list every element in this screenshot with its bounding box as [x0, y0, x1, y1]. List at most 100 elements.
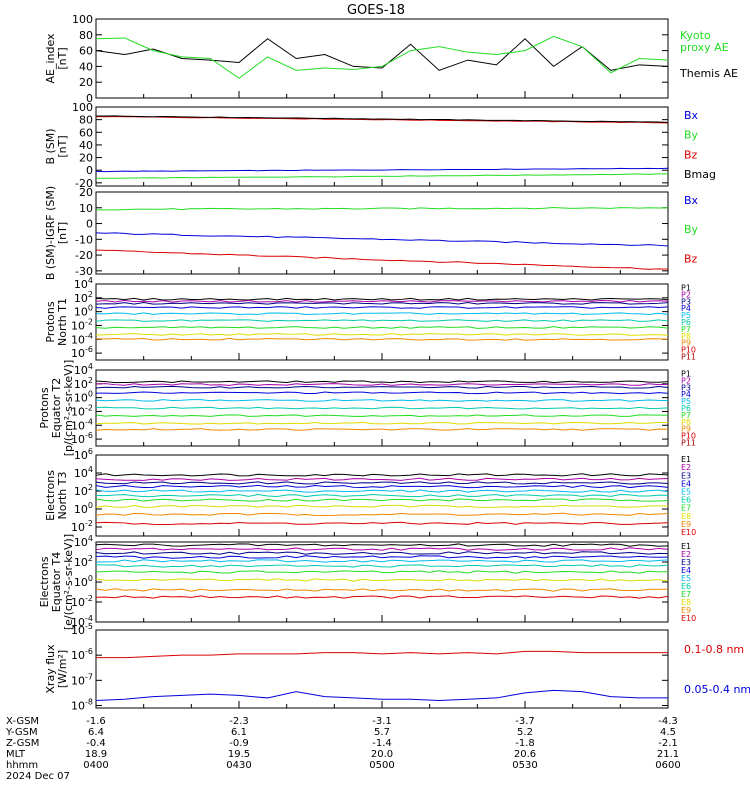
y-tick-exponent: 2	[88, 554, 93, 563]
y-tick-label: 0	[86, 92, 93, 105]
y-tick-label: 100	[74, 574, 93, 589]
series-line-0.1-0.8 nm	[96, 650, 668, 659]
channel-label: P7	[681, 325, 691, 334]
y-tick-exponent: 2	[88, 483, 93, 492]
legend-entry: Bz	[684, 148, 698, 161]
channel-line-e6	[95, 564, 669, 568]
orbit-value: 5.7	[374, 727, 390, 738]
legend-entry: By	[684, 223, 699, 236]
orbit-row-label: MLT	[6, 749, 26, 760]
legend-entry: Kyoto proxy AE	[680, 29, 729, 54]
channel-label: P1	[681, 283, 691, 292]
channel-label: E1	[681, 455, 691, 464]
y-tick-exponent: 4	[88, 276, 93, 285]
channel-label: P8	[681, 418, 691, 427]
channel-label: E10	[681, 528, 696, 537]
y-tick-label: 80	[79, 114, 93, 127]
channel-line-e2	[95, 477, 669, 481]
channel-line-e5	[95, 559, 669, 563]
y-tick-label: 20	[79, 152, 93, 165]
panel-frame	[95, 629, 669, 709]
channel-label: E9	[681, 520, 691, 529]
channel-line-e3	[95, 481, 669, 485]
y-axis-label: Xray flux[W/m²]	[44, 644, 69, 694]
y-axis-label: AE_index[nT]	[44, 33, 69, 84]
orbit-value: 6.4	[88, 727, 104, 738]
channel-line-e2	[95, 547, 669, 551]
channel-label: E9	[681, 606, 691, 615]
y-axis-label: ProtonsEquator T2[p/(cm²-s-sr-keV)]	[38, 360, 75, 457]
y-tick-exponent: -2	[85, 519, 93, 528]
y-axis-label-line: AE_index	[44, 33, 57, 84]
y-tick-label: 104	[74, 362, 93, 377]
channel-line-p6	[95, 319, 669, 322]
channel-label: E1	[681, 542, 691, 551]
orbit-value: 6.1	[231, 727, 247, 738]
channel-label: P9	[681, 339, 691, 348]
channel-line-e1	[95, 543, 669, 547]
y-axis-label: ElectronsEquator T4[e/(cm²-s-sr-keV)]	[38, 534, 75, 630]
y-tick-exponent: 4	[88, 534, 93, 543]
y-axis-label: ProtonsNorth T1	[44, 298, 69, 346]
y-axis-label-line: Protons	[38, 387, 51, 428]
orbit-value: 5.2	[517, 727, 533, 738]
channel-line-p8	[95, 333, 669, 336]
channel-line-p3	[95, 385, 669, 389]
y-tick-exponent: -4	[85, 417, 93, 426]
channel-label: P7	[681, 411, 691, 420]
channel-label: P10	[681, 346, 696, 355]
y-axis-label-line: Electrons	[38, 556, 51, 607]
orbit-value: 21.1	[657, 749, 679, 760]
y-axis-label-line: Protons	[44, 301, 57, 342]
y-axis-label-line: North T1	[56, 298, 69, 346]
channel-label: E6	[681, 582, 691, 591]
y-tick-label: 106	[74, 447, 93, 462]
y-axis-label-line: [W/m²]	[56, 650, 69, 688]
y-tick-label: -10	[75, 233, 93, 246]
channel-line-e7	[95, 570, 669, 574]
channel-label: P8	[681, 332, 691, 341]
channel-line-e10	[95, 595, 669, 599]
legend-entry-line: Themis AE	[679, 67, 738, 80]
y-axis-label-line: Xray flux	[44, 644, 57, 694]
y-tick-label: 60	[79, 126, 93, 139]
series-line-bz	[95, 249, 669, 270]
y-tick-label: 102	[74, 290, 93, 305]
y-axis-label-line: [e/(cm²-s-sr-keV)]	[62, 534, 75, 630]
orbit-row-label: Y-GSM	[5, 727, 38, 738]
y-tick-exponent: 4	[88, 362, 93, 371]
orbit-date: 2024 Dec 07	[6, 771, 70, 782]
y-tick-exponent: -2	[85, 317, 93, 326]
channel-label: E3	[681, 558, 691, 567]
channel-label: E5	[681, 574, 691, 583]
y-tick-exponent: -4	[85, 614, 93, 623]
series-line-bx	[95, 167, 669, 173]
orbit-value: -1.6	[86, 716, 106, 727]
legend-entry: Bmag	[684, 168, 716, 181]
y-tick-label: 0	[86, 218, 93, 231]
channel-line-e1	[95, 473, 669, 477]
orbit-value: -2.1	[658, 738, 678, 749]
y-tick-label: 10-7	[71, 672, 93, 687]
orbit-row-label: Z-GSM	[6, 738, 39, 749]
panel-bigrf: -30 -20 -10 0 10 20 B (SM)-IGRF (SM)[nT] Bx By Bz	[44, 186, 699, 280]
orbit-value: 0600	[655, 760, 680, 771]
channel-label: P6	[681, 318, 691, 327]
y-tick-exponent: -6	[85, 345, 93, 354]
y-tick-label: 102	[74, 483, 93, 498]
channel-label: P11	[681, 439, 696, 448]
chart-title: GOES-18	[347, 3, 405, 18]
y-tick-exponent: 0	[88, 390, 93, 399]
channel-line-p5	[95, 399, 669, 402]
channel-label: P4	[681, 390, 691, 399]
orbit-value: 4.5	[660, 727, 676, 738]
orbit-value: -0.9	[229, 738, 249, 749]
channel-label: E3	[681, 471, 691, 480]
y-tick-label: 20	[79, 76, 93, 89]
y-tick-exponent: -2	[85, 594, 93, 603]
channel-label: P1	[681, 369, 691, 378]
y-tick-exponent: -7	[85, 672, 93, 681]
y-tick-label: 10-2	[71, 317, 93, 332]
